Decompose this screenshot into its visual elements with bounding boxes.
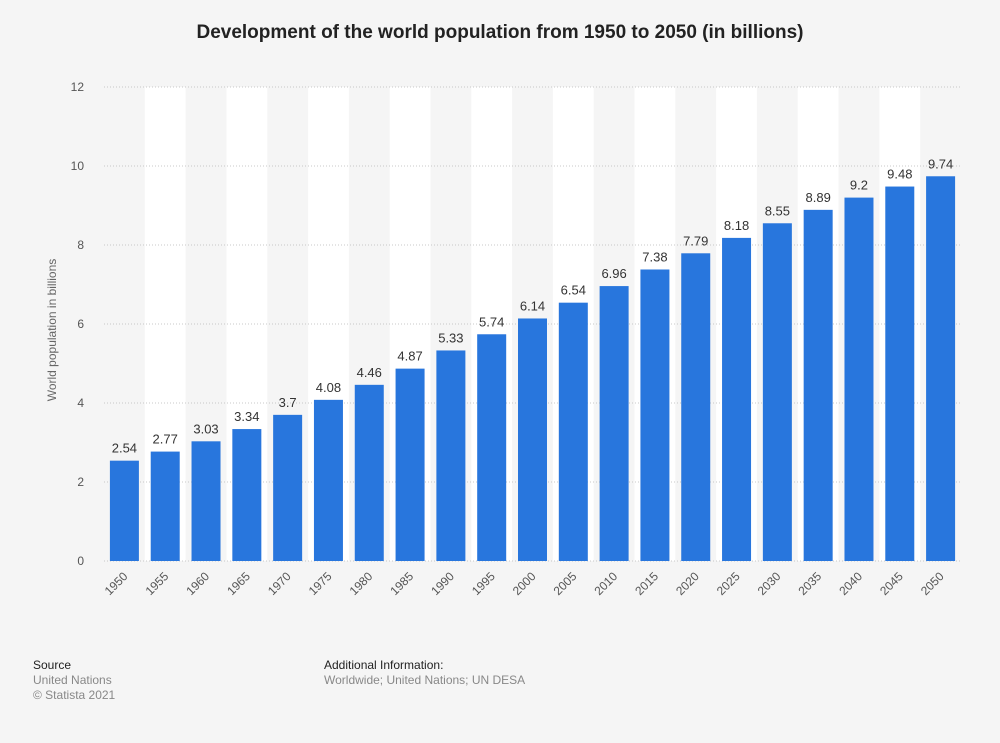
x-tick-label: 2020 (673, 569, 702, 598)
data-label: 8.55 (765, 203, 790, 218)
bar[interactable] (681, 253, 711, 562)
bar[interactable] (150, 451, 180, 561)
x-tick-label: 1965 (224, 569, 253, 598)
bar[interactable] (640, 269, 670, 561)
y-tick-label: 8 (77, 238, 84, 252)
y-tick-label: 4 (77, 396, 84, 410)
value-labels: 2.54 2.77 3.03 3.34 3.7 4.08 4.46 4.87 5.33 5.74 6… (112, 156, 954, 455)
x-tick-label: 2010 (591, 569, 620, 598)
y-tick-label: 0 (77, 554, 84, 568)
bar[interactable] (518, 318, 547, 561)
x-axis-ticks: 1950 1955 1960 1965 1970 1975 1980 1985 1990 1995… (102, 569, 947, 598)
source-block: Source United Nations © Statista 2021 (33, 658, 115, 703)
bar[interactable] (844, 197, 874, 561)
data-label: 8.89 (806, 190, 831, 205)
data-label: 5.74 (479, 314, 504, 329)
data-label: 3.03 (193, 421, 218, 436)
source-line: United Nations (33, 673, 112, 687)
bar[interactable] (191, 441, 221, 561)
bar[interactable] (395, 368, 425, 561)
data-label: 7.79 (683, 233, 708, 248)
bar[interactable] (109, 460, 139, 561)
x-tick-label: 2005 (551, 569, 580, 598)
data-label: 9.74 (928, 156, 953, 171)
source-heading: Source (33, 658, 72, 672)
bar[interactable] (926, 176, 956, 561)
x-tick-label: 1990 (428, 569, 457, 598)
bars (109, 176, 956, 562)
y-axis-ticks: 0 2 4 6 8 10 12 (71, 80, 85, 568)
data-label: 5.33 (438, 330, 463, 345)
bar[interactable] (722, 237, 752, 561)
y-tick-label: 10 (71, 159, 85, 173)
data-label: 4.08 (316, 380, 341, 395)
bar[interactable] (232, 429, 262, 561)
x-tick-label: 2015 (632, 569, 661, 598)
x-tick-label: 1975 (306, 569, 335, 598)
y-tick-label: 12 (71, 80, 85, 94)
data-label: 3.7 (279, 395, 297, 410)
x-tick-label: 2040 (836, 569, 865, 598)
x-tick-label: 1960 (183, 569, 212, 598)
data-label: 3.34 (234, 409, 259, 424)
bar[interactable] (803, 209, 833, 561)
copyright-line: © Statista 2021 (33, 688, 116, 702)
data-label: 4.46 (357, 365, 382, 380)
bar[interactable] (477, 334, 507, 561)
data-label: 2.77 (153, 432, 178, 447)
x-tick-label: 2025 (714, 569, 743, 598)
data-label: 7.38 (642, 249, 667, 264)
x-tick-label: 2045 (877, 569, 906, 598)
x-tick-label: 1950 (102, 569, 131, 598)
data-label: 4.87 (397, 349, 422, 364)
data-label: 6.54 (561, 283, 586, 298)
x-tick-label: 1970 (265, 569, 294, 598)
bar[interactable] (273, 414, 303, 561)
y-tick-label: 6 (77, 317, 84, 331)
bar[interactable] (885, 186, 915, 562)
data-label: 6.14 (520, 298, 545, 313)
data-label: 8.18 (724, 218, 749, 233)
y-axis-label: World population in billions (45, 259, 59, 402)
bar[interactable] (436, 350, 466, 561)
additional-info-text: Worldwide; United Nations; UN DESA (324, 673, 526, 687)
bar[interactable] (313, 399, 343, 561)
data-label: 6.96 (601, 266, 626, 281)
x-tick-label: 1985 (387, 569, 416, 598)
chart-title: Development of the world population from… (196, 22, 804, 43)
bar[interactable] (599, 286, 629, 561)
x-tick-label: 2035 (796, 569, 825, 598)
bar[interactable] (762, 223, 792, 561)
data-label: 9.2 (850, 178, 868, 193)
x-tick-label: 2030 (755, 569, 784, 598)
x-tick-label: 2050 (918, 569, 947, 598)
data-label: 9.48 (887, 167, 912, 182)
x-tick-label: 2000 (510, 569, 539, 598)
x-tick-label: 1995 (469, 569, 498, 598)
bar[interactable] (354, 384, 384, 561)
bar-chart: 0 2 4 6 8 10 12 2.54 2.77 3.03 3.34 3.7 4.08 4.46 4.8… (45, 80, 961, 598)
data-label: 2.54 (112, 441, 137, 456)
x-tick-label: 1980 (347, 569, 376, 598)
bar[interactable] (558, 302, 588, 561)
x-tick-label: 1955 (143, 569, 172, 598)
additional-info-block: Additional Information: Worldwide; Unite… (324, 658, 525, 688)
additional-info-heading: Additional Information: (324, 658, 444, 672)
y-tick-label: 2 (77, 475, 84, 489)
